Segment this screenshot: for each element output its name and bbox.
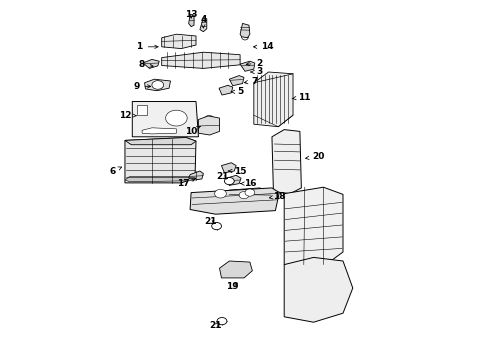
Polygon shape [162, 34, 196, 49]
Text: 14: 14 [253, 42, 273, 51]
Text: 1: 1 [137, 42, 158, 51]
Polygon shape [219, 85, 233, 95]
Polygon shape [272, 130, 301, 194]
Polygon shape [132, 102, 198, 137]
Text: 21: 21 [209, 321, 222, 330]
Polygon shape [189, 14, 194, 27]
Bar [137, 105, 147, 115]
Polygon shape [125, 138, 196, 183]
Circle shape [166, 110, 187, 126]
Polygon shape [189, 171, 203, 180]
Text: 13: 13 [185, 10, 197, 19]
Polygon shape [200, 18, 207, 32]
Polygon shape [229, 76, 244, 86]
Text: 12: 12 [119, 111, 137, 120]
Polygon shape [284, 187, 343, 265]
Text: 19: 19 [226, 282, 239, 291]
Text: 8: 8 [139, 60, 153, 69]
Text: 20: 20 [306, 152, 325, 161]
Circle shape [212, 222, 221, 230]
Polygon shape [142, 128, 176, 134]
Text: 18: 18 [270, 192, 286, 201]
Polygon shape [226, 175, 241, 185]
Text: 17: 17 [177, 178, 196, 188]
Polygon shape [220, 261, 252, 278]
Circle shape [217, 318, 227, 325]
Text: 9: 9 [133, 82, 151, 91]
Polygon shape [240, 23, 250, 38]
Polygon shape [198, 116, 220, 135]
Polygon shape [240, 61, 255, 71]
Polygon shape [190, 188, 279, 214]
Circle shape [245, 189, 255, 196]
Text: 7: 7 [245, 77, 258, 85]
Text: 11: 11 [292, 93, 310, 102]
Polygon shape [228, 188, 272, 202]
Circle shape [215, 189, 226, 198]
Polygon shape [254, 72, 293, 127]
Polygon shape [145, 79, 171, 91]
Text: 3: 3 [251, 68, 263, 77]
Polygon shape [143, 59, 159, 68]
Polygon shape [162, 52, 240, 68]
Text: 15: 15 [228, 166, 246, 175]
Text: 4: 4 [200, 15, 207, 28]
Text: 21: 21 [217, 172, 229, 181]
Text: 21: 21 [204, 217, 217, 226]
Text: 5: 5 [231, 87, 243, 96]
Text: 2: 2 [246, 58, 263, 68]
Text: 16: 16 [241, 179, 256, 188]
Polygon shape [284, 257, 353, 322]
Circle shape [152, 81, 164, 89]
Circle shape [224, 177, 234, 185]
Circle shape [239, 192, 249, 199]
Polygon shape [221, 163, 236, 173]
Text: 10: 10 [185, 126, 200, 136]
Polygon shape [125, 176, 194, 182]
Polygon shape [125, 138, 196, 145]
Text: 6: 6 [110, 166, 122, 175]
